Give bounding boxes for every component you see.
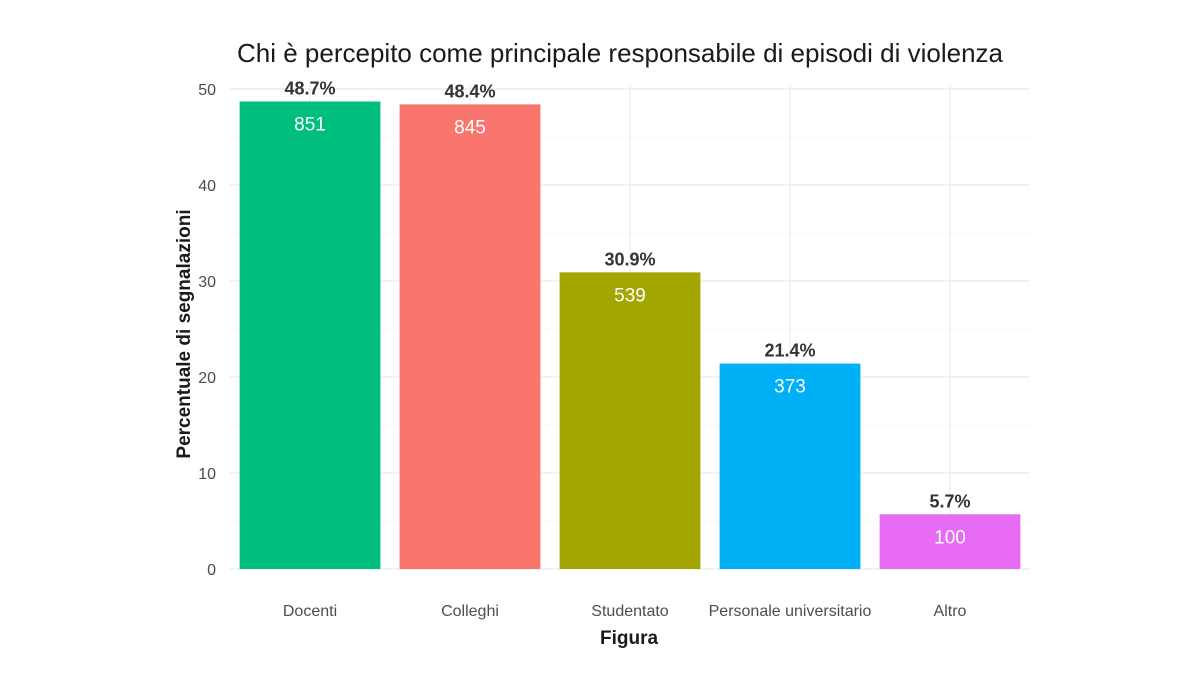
percent-label: 48.7% — [284, 78, 335, 98]
percent-label: 48.4% — [444, 81, 495, 101]
chart-title: Chi è percepito come principale responsa… — [237, 38, 1004, 68]
bar-colleghi — [399, 104, 541, 570]
x-axis-ticks: Docenti Colleghi Studentato Personale unive… — [283, 603, 967, 620]
count-label: 539 — [614, 285, 646, 306]
y-tick-label: 40 — [198, 178, 216, 195]
y-tick-label: 10 — [198, 466, 216, 483]
bar-docenti — [239, 101, 381, 569]
x-tick-label: Personale universitario — [709, 603, 872, 620]
y-axis-title: Percentuale di segnalazioni — [174, 209, 195, 458]
bar-personale-universitario — [719, 363, 861, 569]
bar-studentato — [559, 272, 701, 569]
percent-label: 21.4% — [764, 341, 815, 361]
bars — [239, 101, 1021, 570]
y-axis-ticks: 0 10 20 30 40 50 — [198, 82, 216, 579]
bar-altro — [879, 514, 1021, 569]
count-label: 851 — [294, 114, 326, 135]
count-label: 373 — [774, 377, 806, 398]
y-tick-label: 20 — [198, 370, 216, 387]
x-tick-label: Studentato — [591, 603, 669, 620]
percent-label: 30.9% — [604, 249, 655, 269]
x-tick-label: Altro — [934, 603, 967, 620]
data-labels: 48.7% 851 48.4% 845 30.9% 539 21.4% 373 5.7% 100 — [284, 78, 970, 548]
percent-label: 5.7% — [929, 491, 970, 511]
count-label: 100 — [934, 527, 966, 548]
x-tick-label: Docenti — [283, 603, 337, 620]
x-tick-label: Colleghi — [441, 603, 499, 620]
y-tick-label: 30 — [198, 274, 216, 291]
y-tick-label: 50 — [198, 82, 216, 99]
y-tick-label: 0 — [207, 562, 216, 579]
x-axis-title: Figura — [600, 628, 658, 649]
count-label: 845 — [454, 117, 486, 138]
